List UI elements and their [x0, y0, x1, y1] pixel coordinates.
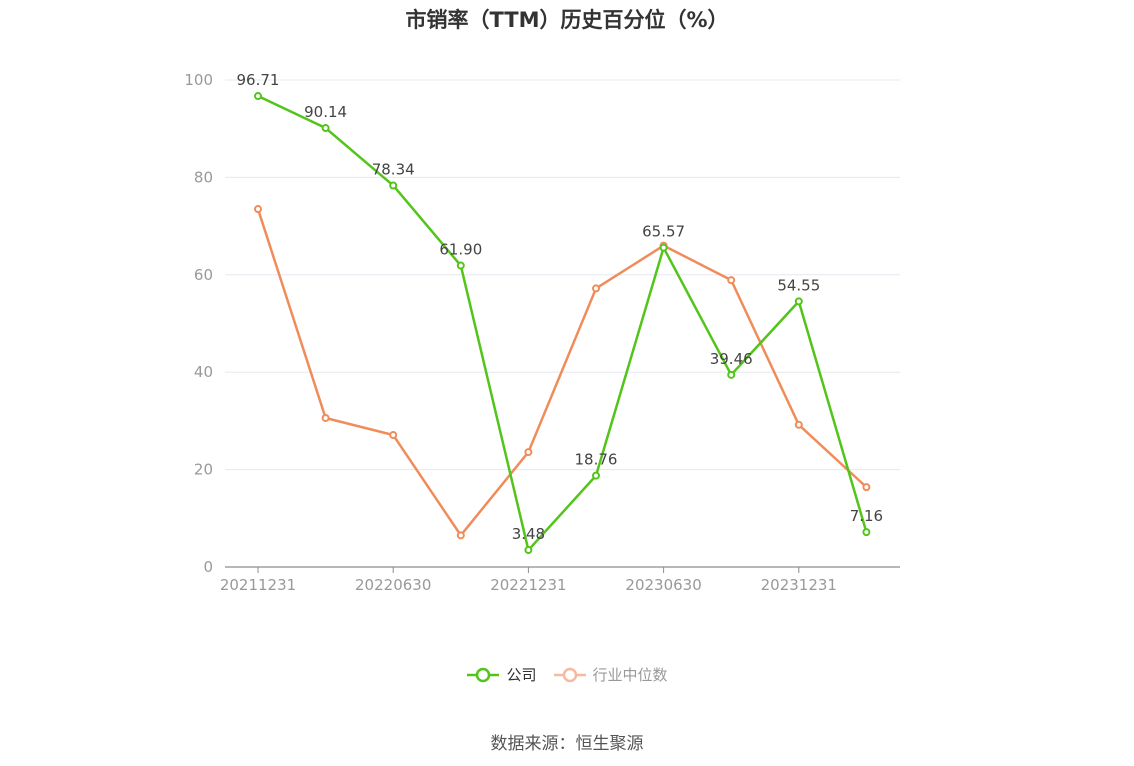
data-point[interactable]	[592, 471, 600, 480]
data-label: 54.55	[777, 276, 820, 294]
series-layer	[254, 92, 871, 555]
data-point[interactable]	[389, 431, 398, 440]
data-label: 39.46	[710, 350, 753, 368]
data-point[interactable]	[389, 181, 398, 190]
data-point[interactable]	[659, 243, 668, 252]
data-label: 18.76	[575, 451, 618, 469]
y-tick-label: 20	[194, 461, 213, 479]
y-tick-label: 60	[194, 266, 213, 284]
data-label: 96.71	[237, 71, 280, 89]
series-line-company	[257, 94, 868, 552]
data-point[interactable]	[727, 276, 736, 285]
legend: 公司 行业中位数	[0, 664, 1134, 685]
legend-item-company[interactable]: 公司	[466, 664, 537, 685]
data-point[interactable]	[592, 284, 600, 293]
data-label-layer: 96.71 90.14 78.34 61.90 3.48 18.76 65.57 39.46 5…	[237, 71, 884, 543]
data-point[interactable]	[254, 205, 262, 214]
data-point[interactable]	[321, 413, 330, 422]
data-point[interactable]	[456, 261, 465, 270]
data-point[interactable]	[727, 370, 736, 379]
y-tick-label: 40	[194, 363, 213, 381]
data-label: 7.16	[850, 507, 883, 525]
legend-industry-label: 行业中位数	[592, 666, 668, 684]
axis-layer: 0 20 40 60 80 100 20211231 20220630 20221231 2023…	[184, 71, 900, 594]
legend-item-industry[interactable]: 行业中位数	[553, 664, 668, 685]
x-tick-label: 20220630	[355, 576, 431, 594]
data-point[interactable]	[321, 124, 330, 133]
data-point[interactable]	[794, 420, 803, 429]
data-point[interactable]	[254, 92, 262, 101]
data-label: 65.57	[642, 223, 685, 241]
data-point[interactable]	[794, 297, 803, 306]
x-tick-label: 20211231	[220, 576, 296, 594]
data-source: 数据来源：恒生聚源	[490, 734, 644, 754]
chart-title: 市销率（TTM）历史百分位（%）	[405, 8, 729, 32]
legend-company-label: 公司	[506, 666, 537, 684]
y-tick-label: 0	[203, 558, 213, 576]
data-point[interactable]	[456, 531, 465, 540]
y-tick-label: 80	[194, 168, 213, 186]
x-tick-label: 20221231	[490, 576, 566, 594]
data-point[interactable]	[862, 528, 871, 537]
data-point[interactable]	[524, 448, 533, 457]
data-label: 61.90	[439, 241, 482, 259]
y-tick-label: 100	[184, 71, 213, 89]
data-label: 3.48	[512, 525, 545, 543]
data-label: 78.34	[372, 160, 415, 178]
legend-industry-icon	[553, 667, 586, 682]
series-line-industry	[256, 208, 868, 537]
data-point[interactable]	[862, 483, 871, 492]
data-label: 90.14	[304, 103, 347, 121]
x-tick-label: 20230630	[625, 576, 701, 594]
x-tick-label: 20231231	[761, 576, 837, 594]
grid-layer	[225, 79, 900, 471]
legend-company-icon	[467, 667, 500, 682]
data-point[interactable]	[524, 546, 533, 555]
